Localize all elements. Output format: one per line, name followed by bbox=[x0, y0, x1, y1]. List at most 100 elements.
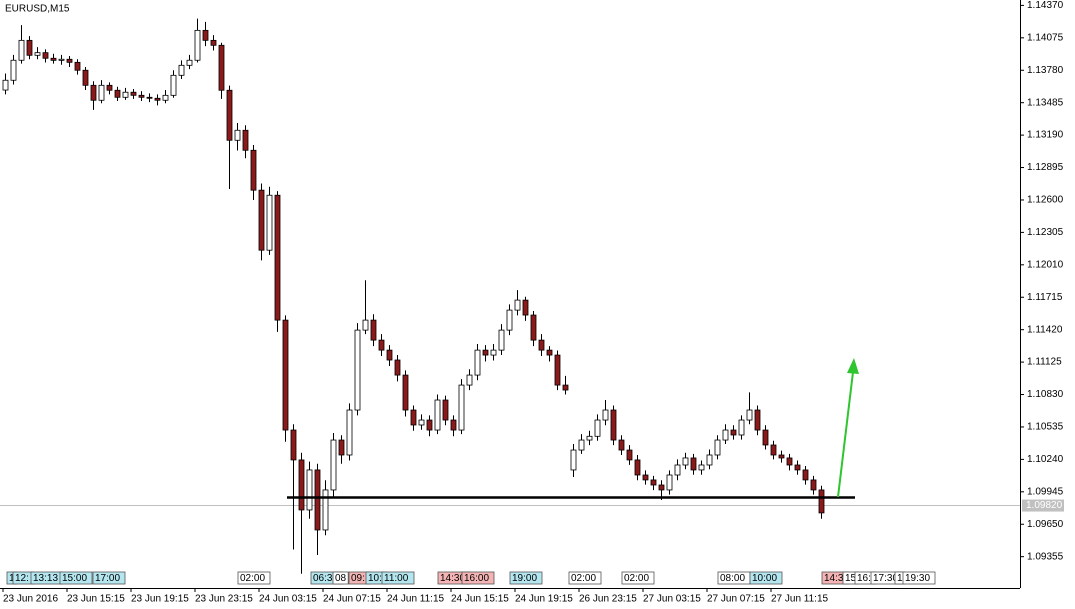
candle-body bbox=[410, 409, 417, 426]
x-tick-label: 23 Jun 2016 bbox=[3, 594, 58, 605]
event-box bbox=[749, 571, 783, 585]
x-tick-label: 24 Jun 15:15 bbox=[451, 594, 509, 605]
candle-body bbox=[322, 489, 329, 531]
x-tick-label: 23 Jun 19:15 bbox=[131, 594, 189, 605]
candle-body bbox=[218, 44, 225, 91]
candle-body bbox=[586, 435, 593, 441]
candle-body bbox=[242, 129, 249, 151]
event-box bbox=[92, 571, 126, 585]
candle-body bbox=[2, 79, 9, 91]
candle-body bbox=[130, 91, 137, 96]
candle-body bbox=[154, 97, 161, 101]
current-price-label: 1.09820 bbox=[1026, 500, 1063, 511]
candle-body bbox=[170, 74, 177, 96]
candle-body bbox=[50, 57, 57, 61]
candle-body bbox=[362, 319, 369, 331]
candle-body bbox=[426, 419, 433, 431]
event-label: 13:13 bbox=[33, 573, 58, 584]
candle-body bbox=[682, 457, 689, 466]
event-label: 15 bbox=[845, 573, 857, 584]
x-tick-label: 24 Jun 11:15 bbox=[387, 594, 445, 605]
candle-body bbox=[562, 384, 569, 391]
candle-body bbox=[730, 429, 737, 436]
candle-body bbox=[66, 58, 73, 63]
candle-body bbox=[802, 469, 809, 481]
candle-body bbox=[290, 429, 297, 461]
candle-body bbox=[354, 329, 361, 411]
candle-body bbox=[722, 429, 729, 441]
event-label: 17:00 bbox=[95, 573, 120, 584]
candle-body bbox=[346, 409, 353, 456]
candle-body bbox=[34, 52, 41, 56]
candle-body bbox=[42, 52, 49, 59]
event-label: 1 bbox=[9, 573, 15, 584]
y-tick-label: 1.11715 bbox=[1027, 292, 1063, 303]
candle-body bbox=[442, 399, 449, 421]
candle-body bbox=[10, 59, 17, 81]
y-tick-label: 1.13780 bbox=[1027, 65, 1064, 76]
candle-body bbox=[298, 459, 305, 511]
candle-body bbox=[402, 374, 409, 411]
candle-body bbox=[74, 61, 81, 71]
event-label: 19:30 bbox=[905, 573, 930, 584]
event-box bbox=[332, 571, 349, 585]
candle-body bbox=[738, 419, 745, 436]
candle-body bbox=[178, 64, 185, 76]
candle-body bbox=[338, 439, 345, 456]
event-label: 02:00 bbox=[240, 573, 265, 584]
candle-body bbox=[698, 464, 705, 471]
candle-body bbox=[626, 449, 633, 461]
event-label: 12: bbox=[15, 573, 29, 584]
y-tick-label: 1.10535 bbox=[1027, 422, 1064, 433]
candle-body bbox=[578, 439, 585, 451]
candle-body bbox=[602, 409, 609, 421]
x-tick-label: 27 Jun 07:15 bbox=[707, 594, 765, 605]
event-label: 15:00 bbox=[62, 573, 87, 584]
event-label: 16: bbox=[857, 573, 871, 584]
candle-body bbox=[778, 454, 785, 459]
candle-body bbox=[90, 84, 97, 101]
candle-body bbox=[570, 449, 577, 471]
candle-body bbox=[282, 319, 289, 431]
candle-body bbox=[786, 457, 793, 466]
candle-body bbox=[610, 409, 617, 441]
candle-body bbox=[810, 479, 817, 491]
event-label: 14:30 bbox=[440, 573, 465, 584]
candle-body bbox=[450, 419, 457, 431]
event-box bbox=[59, 571, 93, 585]
candle-body bbox=[690, 457, 697, 471]
y-tick-label: 1.13190 bbox=[1027, 130, 1064, 141]
candle-body bbox=[370, 319, 377, 341]
candle-body bbox=[554, 354, 561, 386]
candle-body bbox=[754, 409, 761, 431]
candle-body bbox=[530, 314, 537, 341]
candle-body bbox=[386, 349, 393, 361]
candle-body bbox=[114, 89, 121, 98]
candle-body bbox=[634, 459, 641, 476]
event-label: 17:30 bbox=[873, 573, 898, 584]
arrow-head bbox=[847, 358, 859, 374]
candle-body bbox=[498, 329, 505, 351]
candle-body bbox=[794, 464, 801, 471]
candle-body bbox=[26, 39, 33, 56]
candle-body bbox=[82, 69, 89, 86]
y-tick-label: 1.09650 bbox=[1027, 519, 1064, 530]
candle-body bbox=[162, 94, 169, 101]
candle-body bbox=[658, 484, 665, 491]
candle-body bbox=[458, 384, 465, 431]
candle-body bbox=[746, 409, 753, 421]
candle-body bbox=[18, 39, 25, 61]
event-label: 19:00 bbox=[512, 573, 537, 584]
candle-body bbox=[642, 474, 649, 481]
event-label: 02:00 bbox=[571, 573, 596, 584]
candle-body bbox=[506, 309, 513, 331]
event-box bbox=[381, 571, 415, 585]
event-label: 09: bbox=[351, 573, 365, 584]
event-label: 08 bbox=[335, 573, 347, 584]
event-label: 06:30 bbox=[313, 573, 338, 584]
candle-body bbox=[490, 349, 497, 356]
candle-body bbox=[546, 349, 553, 356]
candle-body bbox=[394, 359, 401, 376]
